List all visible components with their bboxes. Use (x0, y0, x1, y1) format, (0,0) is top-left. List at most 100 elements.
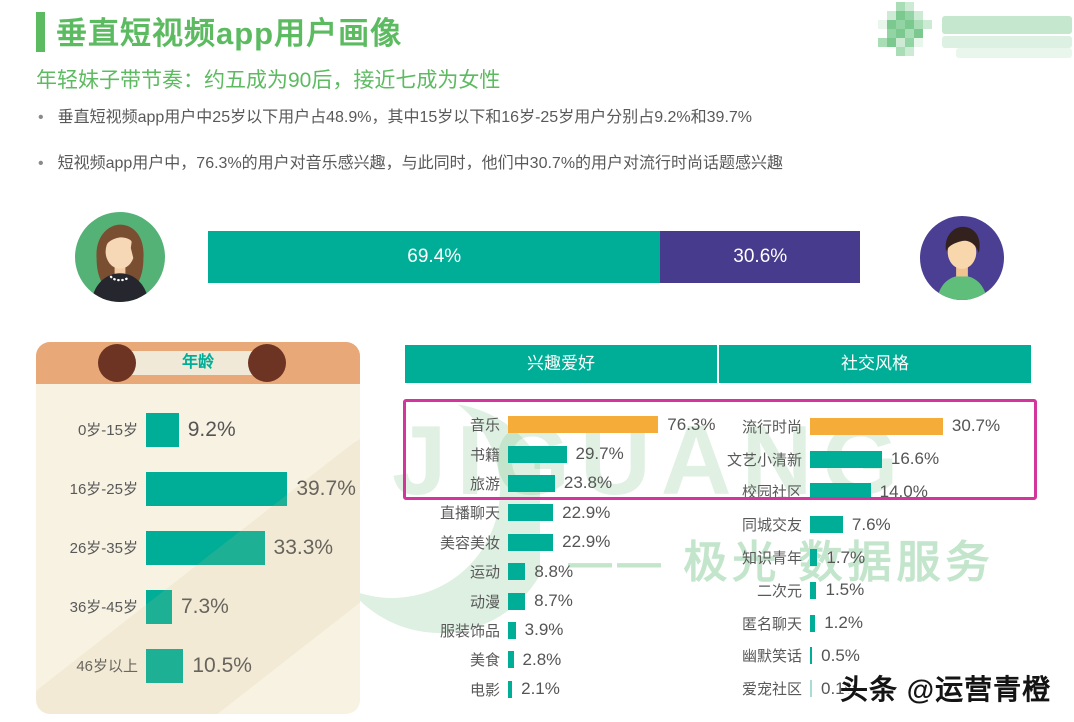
category-label: 幽默笑话 (741, 648, 802, 666)
value-label: 16.6% (890, 449, 940, 469)
interests-row: 服装饰品 3.9% (405, 616, 710, 645)
bar (508, 563, 526, 581)
category-label: 爱宠社区 (741, 681, 802, 699)
bar (810, 680, 812, 698)
category-label: 音乐 (469, 417, 500, 435)
bullet-icon: • (38, 109, 44, 126)
social-style-header: 社交风格 (719, 345, 1031, 383)
bar (508, 533, 554, 551)
category-label: 同城交友 (741, 517, 802, 535)
credit-watermark: 头条 @运营青橙 (840, 674, 1052, 705)
value-label: 0.1% (821, 678, 860, 698)
age-distribution-row: 46岁以上 10.5% (36, 636, 360, 695)
social-style-row: 同城交友 7.6% (712, 508, 1042, 541)
social-style-row: 匿名聊天 1.2% (712, 607, 1042, 640)
social-style-bar-chart: 流行时尚 30.7% 文艺小清新 16.6% 校园社区 14.0% 同城交友 7.6% 知识青年… (712, 410, 1042, 705)
interests-row: 书籍 29.7% (405, 439, 710, 468)
category-label: 运动 (469, 564, 500, 582)
male-avatar (920, 216, 1004, 300)
category-label: 流行时尚 (741, 418, 802, 436)
social-style-row: 幽默笑话 0.5% (712, 640, 1042, 673)
bar (146, 589, 172, 624)
age-bar-chart: 0岁-15岁 9.2% 16岁-25岁 39.7% 26岁-35岁 33.3% 36岁-45… (36, 400, 360, 695)
age-panel-header: 年龄 (36, 342, 360, 384)
social-style-row: 流行时尚 30.7% (712, 410, 1042, 443)
bullet-item: • 短视频app用户中，76.3%的用户对音乐感兴趣，与此同时，他们中30.7%… (38, 154, 958, 173)
social-style-row: 知识青年 1.7% (712, 541, 1042, 574)
value-label: 10.5% (192, 653, 252, 677)
value-label: 30.7% (951, 416, 1001, 436)
value-label: 33.3% (273, 535, 334, 559)
bar (146, 530, 265, 565)
interests-row: 音乐 76.3% (405, 410, 716, 439)
bar (810, 516, 843, 534)
category-label: 36岁-45岁 (69, 599, 138, 616)
binder-ring-icon (98, 344, 136, 382)
age-distribution-row: 16岁-25岁 39.7% (36, 459, 360, 518)
age-distribution-row: 26岁-35岁 33.3% (36, 518, 360, 577)
value-label: 22.9% (562, 502, 611, 522)
category-label: 服装饰品 (439, 622, 500, 640)
value-label: 22.9% (562, 532, 611, 552)
value-label: 39.7% (296, 476, 356, 500)
value-label: 8.8% (534, 561, 574, 581)
age-panel: 年龄 0岁-15岁 9.2% 16岁-25岁 39.7% 26岁-35岁 33.3% 36岁… (36, 342, 360, 714)
gender-stacked-bar: 69.4% 30.6% (208, 231, 860, 283)
bar (146, 412, 179, 447)
value-label: 29.7% (575, 444, 624, 464)
binder-ring-icon (248, 344, 286, 382)
value-label: 0.5% (821, 645, 860, 665)
bar (508, 416, 659, 434)
bar (508, 445, 567, 463)
bar (810, 483, 871, 501)
bullet-item: • 垂直短视频app用户中25岁以下用户占48.9%，其中15岁以下和16岁-2… (38, 108, 958, 127)
value-label: 1.5% (825, 580, 865, 600)
category-label: 46岁以上 (76, 658, 138, 675)
category-label: 动漫 (469, 593, 500, 611)
bar (508, 680, 513, 698)
value-label: 3.9% (524, 620, 564, 640)
male-share-bar: 30.6% (660, 231, 860, 283)
subtitle: 年轻妹子带节奏：约五成为90后，接近七成为女性 (36, 69, 501, 92)
interests-row: 电影 2.1% (405, 675, 710, 704)
category-label: 0岁-15岁 (77, 422, 138, 439)
category-label: 美食 (469, 652, 500, 670)
bar (508, 504, 554, 522)
interests-header: 兴趣爱好 (405, 345, 719, 383)
value-label: 9.2% (187, 417, 236, 441)
bar (810, 581, 817, 599)
age-distribution-row: 36岁-45岁 7.3% (36, 577, 360, 636)
category-label: 美容美妆 (439, 534, 500, 552)
social-style-row: 校园社区 14.0% (712, 476, 1042, 509)
title-accent-bar (36, 12, 45, 52)
bar (508, 651, 514, 669)
interests-bar-chart: 音乐 76.3% 书籍 29.7% 旅游 23.8% 直播聊天 22.9% 美容美妆 22.9% 运… (405, 410, 716, 704)
category-label: 直播聊天 (439, 505, 500, 523)
bullet-text: 垂直短视频app用户中25岁以下用户占48.9%，其中15岁以下和16岁-25岁… (57, 109, 753, 126)
interests-row: 直播聊天 22.9% (405, 498, 710, 527)
value-label: 14.0% (879, 481, 928, 501)
bar (810, 417, 943, 435)
bullet-icon: • (38, 155, 44, 173)
bar (508, 621, 516, 639)
value-label: 7.3% (180, 594, 229, 618)
value-label: 2.1% (521, 679, 560, 699)
bar (146, 471, 288, 506)
category-label: 16岁-25岁 (69, 481, 138, 498)
page-title: 垂直短视频app用户画像 (56, 16, 403, 51)
value-label: 7.6% (851, 514, 891, 534)
bullet-list: • 垂直短视频app用户中25岁以下用户占48.9%，其中15岁以下和16岁-2… (38, 108, 958, 200)
category-label: 书籍 (469, 446, 500, 464)
bar (146, 648, 184, 683)
interests-row: 美容美妆 22.9% (405, 528, 710, 557)
bar (810, 614, 816, 632)
social-style-row: 文艺小清新 16.6% (712, 443, 1042, 476)
value-label: 1.7% (826, 547, 866, 567)
pixelated-logo (878, 2, 1072, 58)
female-avatar (75, 212, 165, 302)
bar (810, 450, 882, 468)
bar (508, 592, 526, 610)
category-label: 匿名聊天 (741, 615, 802, 633)
category-label: 电影 (469, 681, 500, 699)
category-label: 二次元 (756, 582, 802, 600)
